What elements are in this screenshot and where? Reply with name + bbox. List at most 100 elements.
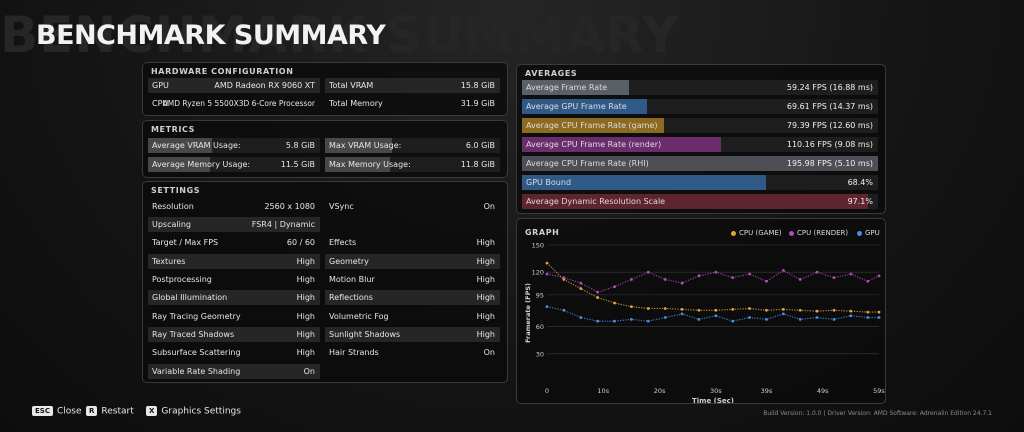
- data-point: [765, 279, 768, 283]
- data-point: [731, 276, 735, 280]
- data-point: [849, 314, 853, 318]
- setting-vsync-label: VSync: [329, 202, 354, 211]
- setting-volumetric-fog-row: Volumetric Fog High: [325, 309, 500, 324]
- average-bar: [522, 137, 722, 152]
- setting-ray-traced-shadows-value: High: [296, 330, 315, 339]
- data-point: [562, 308, 566, 312]
- average-bar: [522, 99, 647, 114]
- average-bar: [522, 156, 878, 171]
- esc-key-icon: ESC: [32, 406, 53, 416]
- max-vram-label: Max VRAM Usage:: [329, 141, 402, 150]
- legend-label: GPU: [865, 229, 880, 237]
- setting-geometry-label: Geometry: [329, 257, 369, 266]
- data-point: [663, 307, 667, 310]
- max-memory-bar: [325, 157, 390, 172]
- data-point: [877, 274, 881, 278]
- setting-resolution-row: Resolution 2560 x 1080: [148, 199, 320, 214]
- setting-ray-tracing-geometry-row: Ray Tracing Geometry High: [148, 309, 320, 324]
- series-line: [546, 269, 880, 293]
- restart-button[interactable]: R Restart: [86, 406, 134, 417]
- data-point: [663, 316, 667, 319]
- setting-global-illumination-row: Global Illumination High: [148, 290, 320, 305]
- data-point: [748, 272, 751, 276]
- page-title: BENCHMARK SUMMARY: [36, 20, 386, 51]
- max-vram-value: 6.0 GiB: [465, 141, 495, 150]
- data-point: [798, 317, 802, 321]
- data-point: [798, 308, 802, 312]
- data-point: [731, 319, 735, 323]
- data-point: [562, 276, 566, 280]
- avg-vram-row: Average VRAM Usage: 5.8 GiB: [148, 138, 320, 153]
- y-tick-label: 95: [536, 291, 544, 299]
- memory-label: Total Memory: [329, 99, 383, 108]
- data-point: [646, 319, 650, 323]
- close-label: Close: [56, 406, 82, 417]
- setting-sunlight-shadows-label: Sunlight Shadows: [329, 330, 401, 339]
- setting-global-illumination-value: High: [296, 293, 315, 302]
- average-row: Average Dynamic Resolution Scale 97.1%: [522, 194, 878, 209]
- legend-dot-icon: [789, 230, 794, 236]
- average-value: 68.4%: [847, 178, 873, 187]
- avg-memory-bar: [148, 157, 210, 172]
- legend-item: CPU (GAME): [731, 229, 782, 237]
- series-line: [546, 306, 879, 322]
- max-memory-label: Max Memory Usage:: [329, 160, 411, 169]
- setting-effects-value: High: [476, 238, 495, 247]
- setting-ray-tracing-geometry-label: Ray Tracing Geometry: [152, 312, 241, 321]
- data-point: [714, 270, 718, 274]
- data-point: [613, 319, 616, 323]
- setting-hair-strands-row: Hair Strands On: [325, 345, 500, 360]
- setting-upscaling-value: FSR4 | Dynamic: [251, 220, 315, 229]
- data-point: [877, 316, 881, 319]
- setting-upscaling-row: Upscaling FSR4 | Dynamic: [148, 217, 320, 232]
- average-value: 79.39 FPS (12.60 ms): [786, 121, 873, 130]
- average-value: 195.98 FPS (5.10 ms): [786, 159, 873, 168]
- vram-row: Total VRAM 15.8 GiB: [325, 78, 500, 93]
- data-point: [545, 272, 549, 276]
- avg-memory-value: 11.5 GiB: [280, 160, 315, 169]
- close-button[interactable]: ESC Close: [32, 406, 82, 417]
- setting-reflections-value: High: [476, 293, 495, 302]
- avg-vram-label: Average VRAM Usage:: [152, 141, 241, 150]
- setting-global-illumination-label: Global Illumination: [152, 293, 228, 302]
- setting-motion-blur-value: High: [476, 275, 495, 284]
- average-bar: [522, 118, 665, 133]
- setting-resolution-label: Resolution: [152, 202, 194, 211]
- setting-postprocessing-row: Postprocessing High: [148, 272, 320, 287]
- setting-ray-traced-shadows-label: Ray Traced Shadows: [152, 330, 235, 339]
- setting-volumetric-fog-value: High: [476, 312, 495, 321]
- setting-postprocessing-label: Postprocessing: [152, 275, 212, 284]
- setting-target-max-fps-row: Target / Max FPS 60 / 60: [148, 235, 320, 250]
- setting-effects-row: Effects High: [325, 235, 500, 250]
- data-point: [877, 310, 881, 314]
- y-axis-title: Framerate (FPS): [524, 283, 532, 343]
- graph-panel: GRAPH 150 120 95 60 30 0 10s 20s 30s 39s 49s 59s Tim…: [516, 218, 886, 404]
- x-axis-title: Time (Sec): [692, 397, 734, 403]
- data-point: [781, 312, 785, 316]
- data-point: [815, 316, 819, 319]
- legend-dot-icon: [857, 230, 862, 236]
- restart-label: Restart: [101, 406, 134, 417]
- memory-row: Total Memory 31.9 GiB: [325, 96, 500, 111]
- data-point: [646, 270, 650, 274]
- setting-motion-blur-row: Motion Blur High: [325, 272, 500, 287]
- average-label: Average CPU Frame Rate (game): [526, 121, 658, 130]
- data-point: [596, 296, 600, 299]
- setting-sunlight-shadows-value: High: [476, 330, 495, 339]
- average-label: GPU Bound: [526, 178, 572, 187]
- setting-effects-label: Effects: [329, 238, 357, 247]
- x-tick-label: 20s: [654, 387, 666, 395]
- data-point: [630, 317, 633, 321]
- data-point: [765, 317, 768, 321]
- data-point: [613, 285, 616, 289]
- average-bar: [522, 175, 766, 190]
- data-point: [815, 270, 819, 274]
- data-point: [697, 274, 701, 278]
- metrics-panel: METRICS Average VRAM Usage: 5.8 GiB Aver…: [142, 120, 508, 178]
- x-tick-label: 0: [545, 387, 549, 395]
- averages-heading: AVERAGES: [525, 69, 578, 78]
- average-label: Average GPU Frame Rate: [526, 102, 627, 111]
- data-point: [798, 278, 802, 281]
- graphics-settings-button[interactable]: X Graphics Settings: [146, 406, 241, 417]
- setting-reflections-label: Reflections: [329, 293, 373, 302]
